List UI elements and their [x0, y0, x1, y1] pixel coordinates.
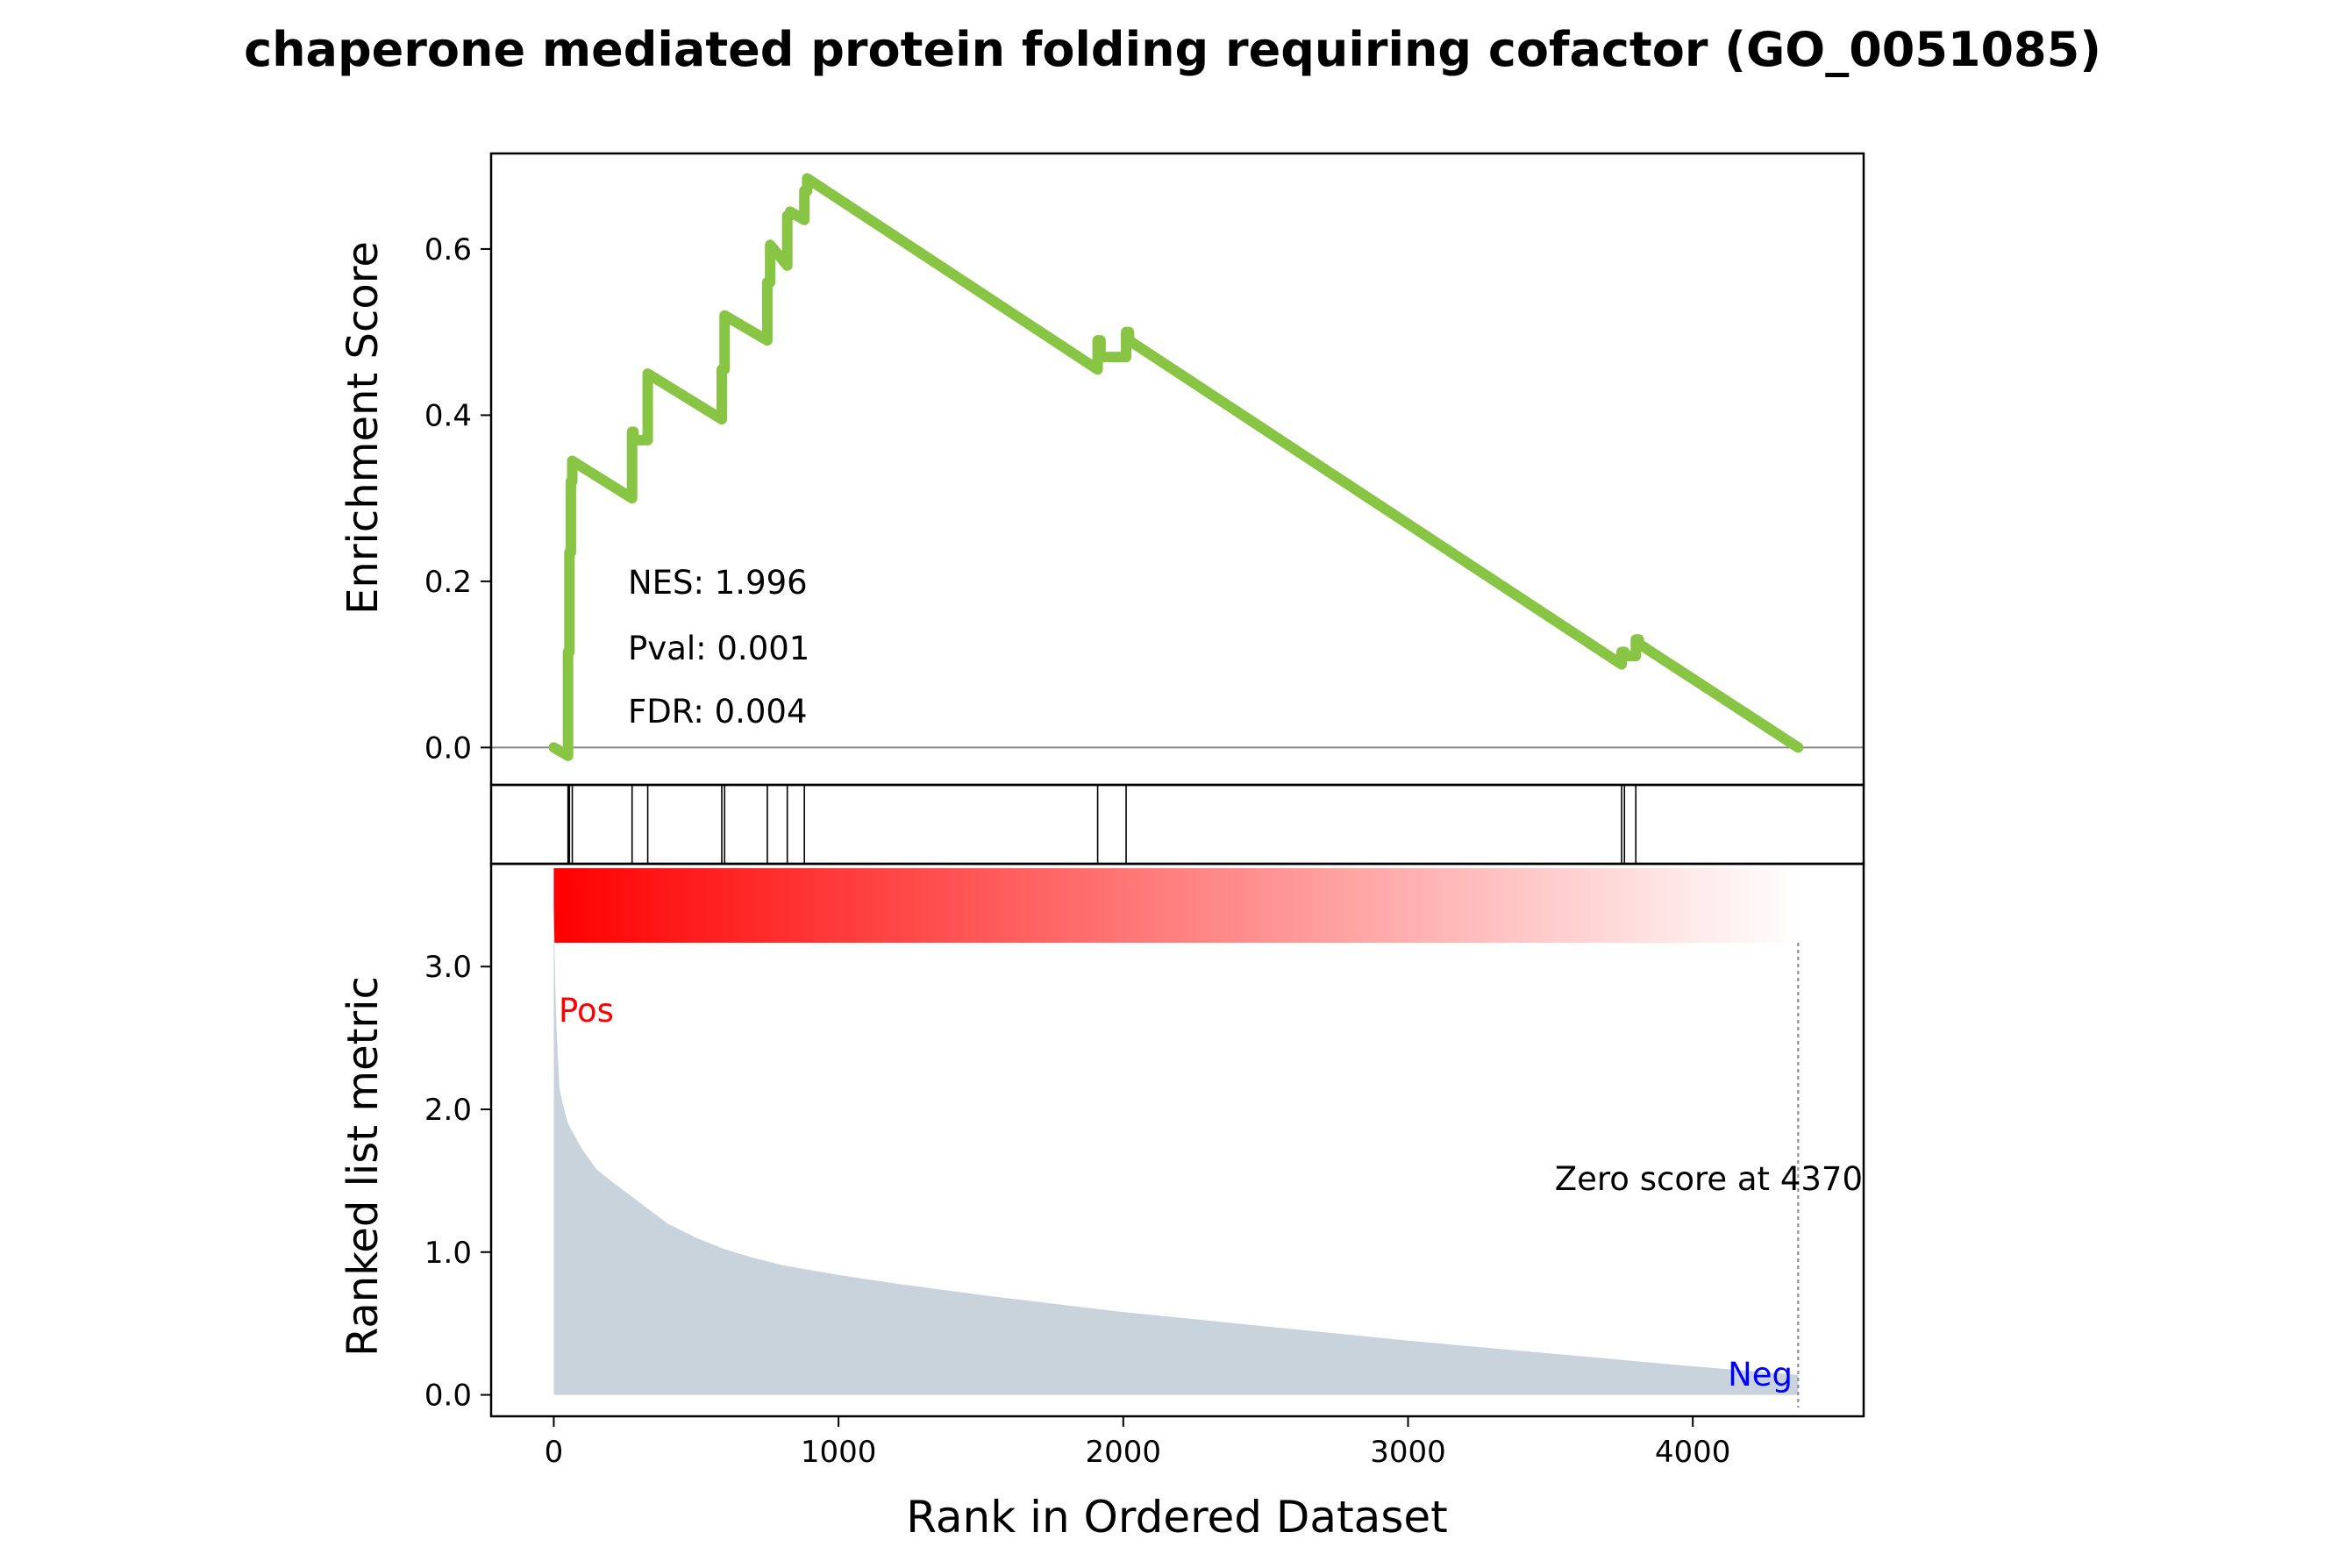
x-tick-label: 1000	[801, 1435, 877, 1470]
rank-y-tick-label: 0.0	[424, 1379, 472, 1414]
x-tick-label: 4000	[1655, 1435, 1731, 1470]
rank-panel: Pos Neg Zero score at 4370 0.01.02.03.0 …	[339, 862, 1865, 1543]
rank-y-tick-label: 3.0	[424, 950, 472, 985]
es-y-tick-label: 0.6	[424, 232, 472, 267]
x-tick-label: 0	[545, 1435, 564, 1470]
fdr-stat: FDR: 0.004	[628, 693, 808, 731]
nes-stat: NES: 1.996	[628, 564, 808, 602]
heat-bar	[553, 868, 1799, 943]
es-y-tick-label: 0.2	[424, 565, 472, 600]
hits-panel	[489, 783, 1865, 866]
rank-panel-frame	[489, 862, 1865, 1418]
x-ticks: 0 1000 2000 3000 4000	[545, 1416, 1731, 1470]
es-panel: 0.0 0.2 0.4 0.6 NES: 1.996 Pval: 0.001 FDR:…	[339, 152, 1865, 787]
pos-label: Pos	[559, 992, 614, 1030]
rank-y-ticks: 0.0 1.0 2.0 3.0	[424, 950, 491, 1414]
es-y-tick-label: 0.4	[424, 398, 472, 433]
es-panel-frame	[489, 152, 1865, 787]
es-y-tick-label: 0.0	[424, 731, 472, 766]
es-line	[548, 173, 1804, 761]
es-y-ticks: 0.0 0.2 0.4 0.6	[424, 232, 491, 766]
hits-panel-frame	[489, 783, 1865, 866]
pval-stat: Pval: 0.001	[628, 630, 809, 667]
chart-title: chaperone mediated protein folding requi…	[244, 22, 2101, 77]
neg-label: Neg	[1728, 1356, 1793, 1393]
x-axis-label: Rank in Ordered Dataset	[906, 1492, 1447, 1543]
rank-y-tick-label: 1.0	[424, 1236, 472, 1271]
rank-y-axis-label: Ranked list metric	[339, 976, 388, 1357]
x-tick-label: 2000	[1086, 1435, 1162, 1470]
rank-metric-area	[553, 902, 1799, 1395]
rank-y-tick-label: 2.0	[424, 1093, 472, 1128]
zero-score-label: Zero score at 4370	[1555, 1160, 1863, 1198]
x-tick-label: 3000	[1370, 1435, 1446, 1470]
es-y-axis-label: Enrichment Score	[339, 241, 388, 615]
hit-markers	[567, 785, 1637, 864]
